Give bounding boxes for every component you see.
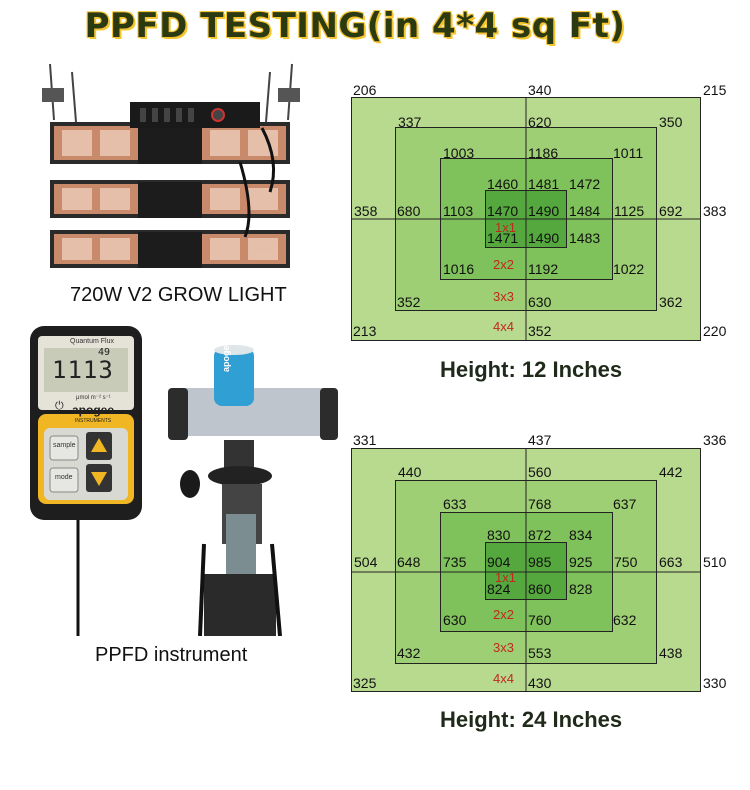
quantum-meter	[28, 324, 144, 636]
ppfd-value: 350	[659, 114, 683, 130]
ppfd-value: 438	[659, 645, 683, 661]
ppfd-value: 442	[659, 464, 683, 480]
ppfd-value: 553	[528, 645, 552, 661]
ppfd-value: 828	[569, 581, 593, 597]
ppfd-value: 440	[398, 464, 422, 480]
ppfd-value: 340	[528, 82, 552, 98]
grow-light-image	[40, 62, 302, 272]
ppfd-value: 620	[528, 114, 552, 130]
ppfd-value: 337	[398, 114, 422, 130]
sensor-brand: apogee	[221, 340, 231, 372]
ppfd-value: 985	[528, 554, 552, 570]
ppfd-value: 904	[487, 554, 511, 570]
ppfd-value: 220	[703, 323, 727, 339]
ppfd-value: 630	[528, 294, 552, 310]
ppfd-value: 632	[613, 612, 637, 628]
ppfd-grid-12in	[351, 97, 701, 341]
ppfd-value: 330	[703, 675, 727, 691]
ppfd-value: 362	[659, 294, 683, 310]
ppfd-value: 1003	[443, 145, 475, 161]
ppfd-value: 1483	[569, 230, 601, 246]
ppfd-value: 680	[397, 203, 421, 219]
ppfd-value: 735	[443, 554, 467, 570]
ring-label: 1x1	[495, 570, 516, 585]
ppfd-value: 830	[487, 527, 511, 543]
ppfd-value: 1103	[443, 203, 474, 219]
ppfd-value: 1490	[528, 203, 560, 219]
ppfd-value: 860	[528, 581, 552, 597]
ppfd-value: 383	[703, 203, 727, 219]
ppfd-value: 692	[659, 203, 683, 219]
power-icon: ⏻	[55, 400, 64, 412]
ppfd-value: 325	[353, 675, 377, 691]
ppfd-value: 560	[528, 464, 552, 480]
ppfd-value: 834	[569, 527, 593, 543]
ring-label: 4x4	[493, 671, 514, 686]
ppfd-value: 358	[354, 203, 378, 219]
ppfd-value: 1022	[613, 261, 645, 277]
sample-button[interactable]: sample	[53, 442, 76, 449]
ppfd-value: 1490	[528, 230, 560, 246]
ppfd-value: 663	[659, 554, 683, 570]
ppfd-value: 760	[528, 612, 552, 628]
ppfd-value: 352	[528, 323, 552, 339]
ppfd-value: 1470	[487, 203, 519, 219]
ppfd-value: 352	[397, 294, 421, 310]
ppfd-value: 504	[354, 554, 378, 570]
ppfd-value: 336	[703, 432, 727, 448]
ring-label: 1x1	[495, 220, 516, 235]
ppfd-value: 1471	[487, 230, 519, 246]
ppfd-grid-24in	[351, 448, 701, 692]
ppfd-value: 510	[703, 554, 727, 570]
ppfd-value: 1472	[569, 176, 601, 192]
ppfd-value: 1460	[487, 176, 519, 192]
ppfd-value: 648	[397, 554, 421, 570]
ppfd-value: 872	[528, 527, 552, 543]
grow-light-caption: 720W V2 GROW LIGHT	[70, 284, 287, 306]
meter-unit: μmol m⁻² s⁻¹	[76, 395, 111, 401]
ppfd-value: 1186	[528, 145, 559, 161]
ppfd-value: 630	[443, 612, 467, 628]
ppfd-value: 637	[613, 496, 637, 512]
page-title: PPFD TESTING(in 4*4 sq Ft)	[84, 6, 626, 46]
meter-brand: apogee	[72, 403, 115, 417]
mode-button[interactable]: mode	[55, 474, 73, 481]
ring-label: 2x2	[493, 257, 514, 272]
meter-small-reading: 49	[98, 347, 111, 358]
ppfd-value: 1481	[528, 176, 560, 192]
meter-model: Quantum Flux	[70, 338, 114, 345]
ppfd-value: 1011	[613, 145, 644, 161]
ppfd-value: 215	[703, 82, 727, 98]
grid24-caption: Height: 24 Inches	[440, 707, 623, 732]
grid12-caption: Height: 12 Inches	[440, 357, 623, 382]
ppfd-value: 925	[569, 554, 593, 570]
ring-label: 3x3	[493, 640, 514, 655]
ppfd-value: 1192	[528, 261, 559, 277]
ppfd-value: 430	[528, 675, 552, 691]
ring-label: 3x3	[493, 289, 514, 304]
ppfd-value: 633	[443, 496, 467, 512]
ppfd-value: 768	[528, 496, 552, 512]
instrument-caption: PPFD instrument	[95, 644, 248, 666]
ppfd-value: 1484	[569, 203, 601, 219]
ring-label: 4x4	[493, 319, 514, 334]
meter-reading: 1113	[52, 356, 114, 384]
ppfd-value: 432	[397, 645, 421, 661]
ring-label: 2x2	[493, 607, 514, 622]
ppfd-value: 1125	[614, 203, 645, 219]
ppfd-value: 437	[528, 432, 552, 448]
ppfd-value: 824	[487, 581, 511, 597]
ppfd-value: 206	[353, 82, 377, 98]
ppfd-value: 331	[353, 432, 377, 448]
ppfd-value: 213	[353, 323, 377, 339]
meter-brand-sub: INSTRUMENTS	[75, 418, 112, 424]
sensor-tripod-image	[160, 344, 340, 637]
ppfd-value: 750	[614, 554, 638, 570]
ppfd-value: 1016	[443, 261, 475, 277]
